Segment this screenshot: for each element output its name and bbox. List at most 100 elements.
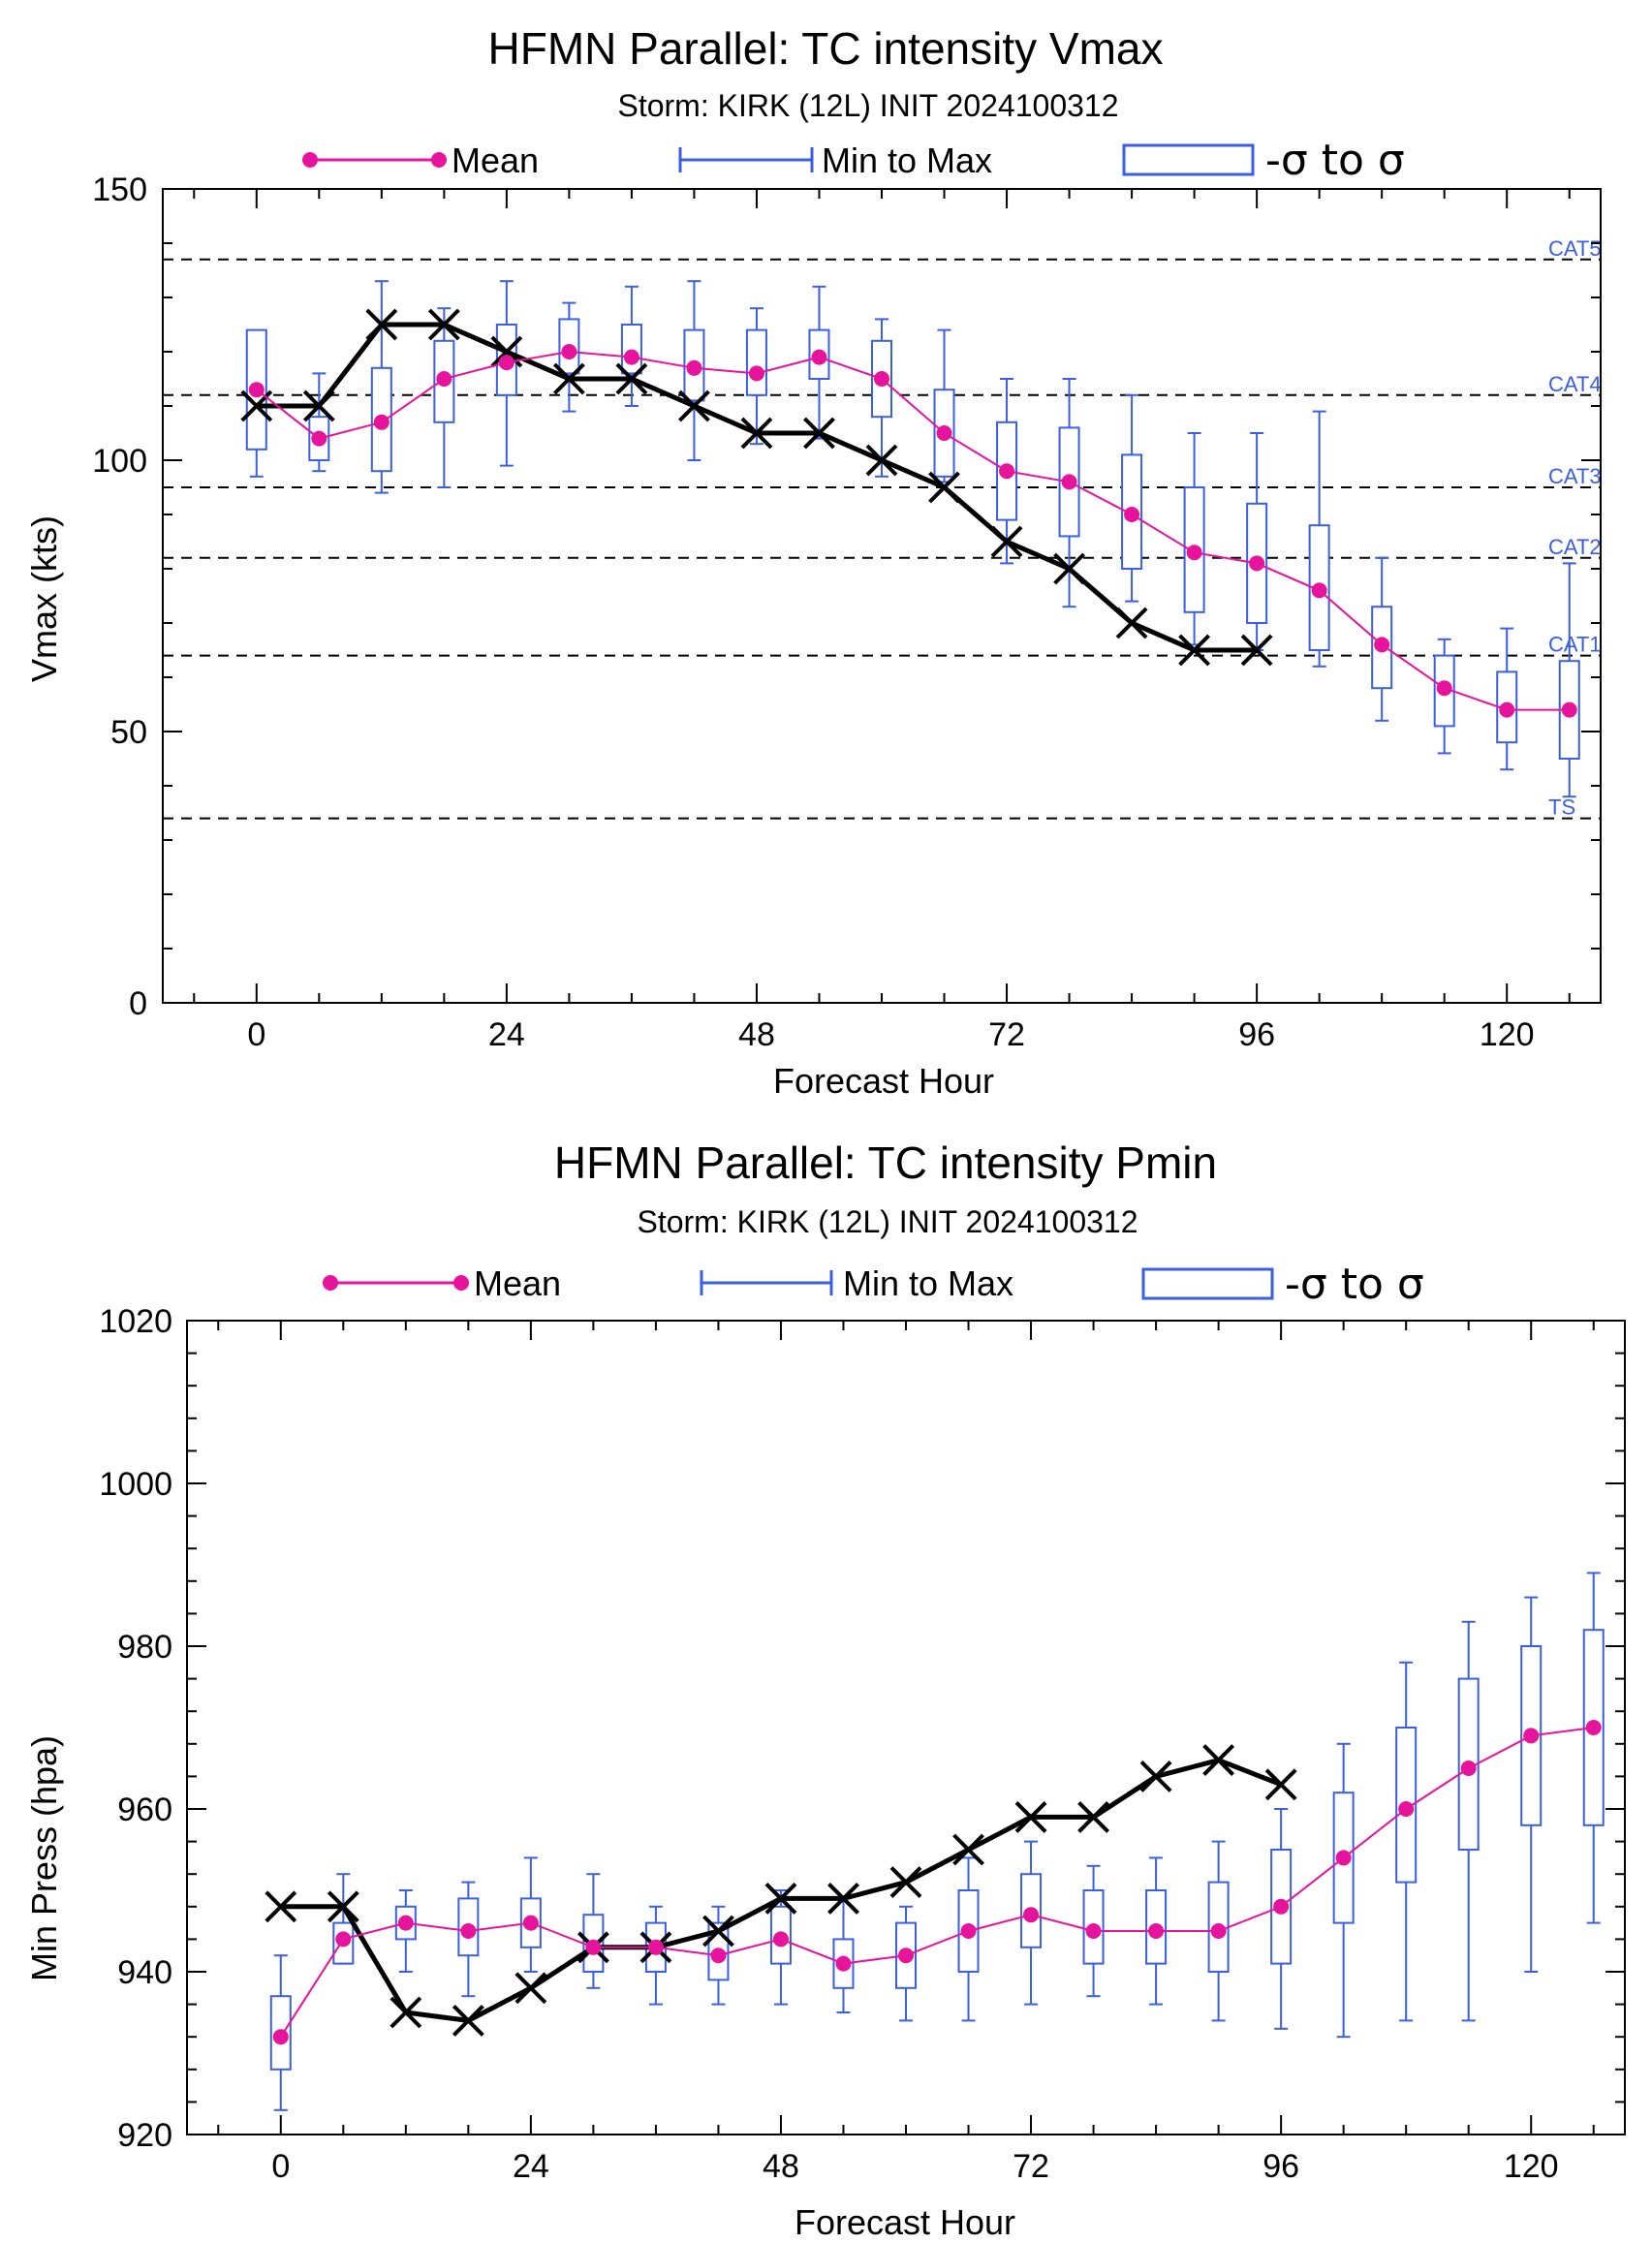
- mean-line: [256, 350, 1570, 711]
- mean-point: [272, 2029, 289, 2045]
- mean-point: [1398, 1801, 1415, 1817]
- legend-range-label: Min to Max: [843, 1263, 1013, 1303]
- best-track-marker-stroke: [265, 1890, 297, 1923]
- mean-point: [248, 382, 265, 398]
- mean-point: [1499, 701, 1515, 718]
- y-tick-label: 150: [92, 171, 147, 208]
- best-track-marker: [928, 471, 960, 504]
- mean-line: [279, 1727, 1594, 2038]
- chart-subtitle: Storm: KIRK (12L) INIT 2024100312: [637, 1204, 1138, 1239]
- y-tick-label: 980: [117, 1629, 172, 1666]
- pmin-chart-panel: HFMN Parallel: TC intensity Pmin Storm: …: [0, 1122, 1652, 2244]
- mean-point: [835, 1955, 852, 1972]
- mean-point: [1436, 680, 1452, 697]
- best-track-marker-stroke: [1240, 634, 1273, 667]
- mean-point: [748, 365, 764, 382]
- best-track-marker: [865, 444, 898, 477]
- best-track-marker-stroke: [990, 525, 1023, 558]
- mean-point: [874, 371, 889, 387]
- mean-point: [335, 1931, 352, 1948]
- best-track-marker-stroke: [452, 2004, 484, 2037]
- best-track-marker: [889, 1866, 922, 1899]
- best-track-marker-stroke: [764, 1882, 797, 1915]
- mean-point: [647, 1939, 664, 1955]
- mean-point: [373, 414, 390, 430]
- mean-point: [623, 349, 639, 365]
- mean-point: [522, 1915, 539, 1931]
- mean-point: [1311, 582, 1327, 599]
- best-track-marker: [702, 1915, 734, 1948]
- sigma-box: [745, 328, 767, 396]
- mean-point: [1460, 1761, 1477, 1776]
- best-track-marker: [514, 1972, 547, 2005]
- vmax-chart-panel: HFMN Parallel: TC intensity Vmax Storm: …: [24, 23, 1602, 1101]
- mean-point: [811, 349, 827, 365]
- x-tick-label: 48: [738, 1016, 775, 1053]
- best-track-marker: [615, 362, 648, 395]
- y-axis-label: Min Press (hpa): [24, 1735, 64, 1981]
- mean-point: [1023, 1907, 1040, 1923]
- mean-point: [460, 1923, 477, 1939]
- y-tick-label: 940: [117, 1954, 172, 1991]
- x-tick-label: 120: [1504, 2148, 1559, 2185]
- chart-title: HFMN Parallel: TC intensity Vmax: [488, 23, 1164, 74]
- mean-point: [898, 1948, 914, 1964]
- legend-sigma-box: [1141, 1267, 1274, 1300]
- best-track-marker: [764, 1882, 797, 1915]
- best-track-marker: [1014, 1800, 1047, 1833]
- best-track-marker: [990, 525, 1023, 558]
- best-track-marker-stroke: [490, 335, 523, 368]
- best-track-marker-stroke: [1115, 607, 1148, 639]
- best-track-marker-stroke: [615, 362, 648, 395]
- mean-point: [397, 1915, 414, 1931]
- best-track-marker: [327, 1890, 359, 1923]
- best-track-marker-stroke: [427, 308, 460, 341]
- best-track-marker-stroke: [678, 390, 710, 422]
- best-track-marker: [390, 1996, 422, 2029]
- mean-point: [1210, 1923, 1227, 1939]
- best-track-marker: [827, 1882, 859, 1915]
- mean-point: [1148, 1923, 1165, 1939]
- best-track-marker-stroke: [552, 362, 585, 395]
- reference-label: CAT4: [1548, 372, 1602, 396]
- mean-point: [1374, 637, 1390, 653]
- mean-point: [436, 371, 452, 387]
- y-tick-label: 920: [117, 2117, 172, 2154]
- y-tick-label: 50: [110, 714, 147, 751]
- legend: Mean Min to Max -σ to σ: [323, 1260, 1424, 1309]
- best-track-marker-stroke: [1014, 1800, 1047, 1833]
- best-track-marker: [452, 2004, 484, 2037]
- mean-point: [561, 344, 577, 359]
- legend-mean-label: Mean: [474, 1263, 561, 1303]
- y-tick-label: 1020: [99, 1303, 172, 1340]
- best-track-marker: [740, 417, 773, 450]
- legend-mean-marker: [431, 152, 447, 168]
- best-track-marker-stroke: [865, 444, 898, 477]
- legend-mean-marker: [453, 1275, 469, 1291]
- x-tick-label: 24: [513, 2148, 549, 2185]
- best-track-marker: [302, 390, 335, 422]
- mean-point: [1585, 1720, 1602, 1735]
- best-track-marker: [552, 362, 585, 395]
- best-track-marker-stroke: [365, 308, 398, 341]
- mean-point: [1335, 1850, 1352, 1866]
- legend-sigma: -σ to σ: [1141, 1260, 1424, 1309]
- best-track-marker-stroke: [1077, 1800, 1109, 1833]
- legend-sigma-box: [1122, 143, 1255, 176]
- best-track-marker-stroke: [827, 1882, 859, 1915]
- x-tick-label: 24: [488, 1016, 525, 1053]
- pmin-chart: HFMN Parallel: TC intensity Pmin Storm: …: [24, 1138, 1626, 2242]
- legend-range-label: Min to Max: [822, 140, 992, 180]
- best-track-marker-stroke: [327, 1890, 359, 1923]
- legend-mean: Mean: [323, 1263, 561, 1303]
- mean-point: [686, 359, 702, 376]
- best-track-marker: [427, 308, 460, 341]
- mean-point: [1061, 474, 1077, 490]
- mean-point: [1085, 1923, 1102, 1939]
- best-track-marker: [1240, 634, 1273, 667]
- x-tick-label: 96: [1238, 1016, 1275, 1053]
- best-track-marker-stroke: [928, 471, 960, 504]
- mean-point: [710, 1948, 727, 1964]
- x-tick-label: 120: [1480, 1016, 1535, 1053]
- mean-point: [1523, 1728, 1540, 1744]
